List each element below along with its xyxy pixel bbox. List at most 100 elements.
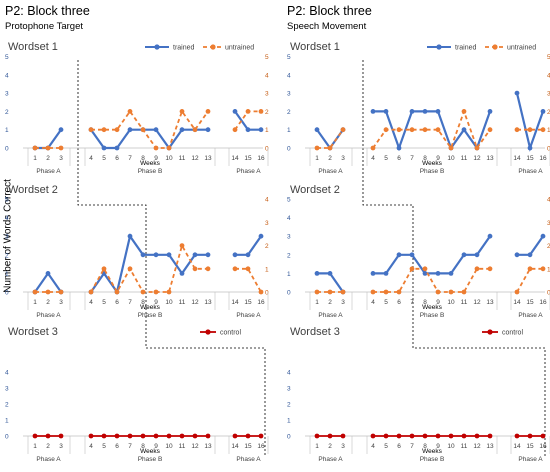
untrained-series-line [372, 108, 491, 150]
control-data-point [540, 433, 546, 439]
x-tick-label: 4 [89, 155, 93, 162]
trained-data-point [153, 127, 159, 133]
control-data-point [153, 433, 159, 439]
y-tick-right: 4 [265, 72, 269, 79]
x-tick-label: 3 [59, 443, 63, 450]
y-tick-left: 5 [287, 54, 291, 61]
untrained-series-line [373, 267, 490, 293]
y-tick-left: 2 [5, 109, 9, 116]
x-tick-label: 14 [231, 443, 239, 450]
trained-data-point [540, 233, 546, 239]
control-data-point [461, 433, 467, 439]
trained-data-point [422, 271, 428, 276]
untrained-data-point [448, 145, 454, 151]
trained-data-point [487, 233, 493, 239]
x-tick-label: 3 [341, 443, 345, 450]
control-data-point [205, 433, 211, 439]
x-tick-label: 6 [115, 443, 119, 450]
y-tick-left: 0 [5, 434, 9, 441]
wordset-title: Wordset 3 [290, 326, 340, 338]
x-tick-label: 6 [115, 155, 119, 162]
untrained-data-point [205, 109, 211, 114]
x-tick-label: 13 [486, 299, 494, 306]
y-tick-right: 1 [547, 266, 550, 273]
y-tick-right: 3 [265, 91, 269, 98]
y-tick-right: 4 [265, 197, 269, 204]
y-tick-left: 4 [287, 370, 291, 377]
trained-data-point [179, 127, 185, 133]
x-tick-label: 12 [473, 155, 481, 162]
untrained-data-point [140, 127, 146, 133]
untrained-data-point [32, 289, 38, 295]
x-tick-label: 8 [141, 155, 145, 162]
y-tick-right: 2 [265, 109, 269, 116]
x-tick-label: 5 [384, 443, 388, 450]
control-data-point [166, 433, 172, 439]
x-axis-label: Weeks [422, 160, 442, 167]
untrained-data-point [383, 289, 389, 295]
trained-series-line [317, 272, 344, 293]
control-data-point [245, 433, 251, 439]
untrained-data-point [232, 266, 238, 272]
control-data-point [435, 433, 441, 439]
x-tick-label: 11 [179, 443, 186, 450]
x-tick-label: 7 [128, 443, 132, 450]
untrained-series-line [234, 110, 261, 131]
x-tick-label: 10 [165, 155, 173, 162]
x-tick-label: 3 [59, 299, 63, 306]
untrained-data-point [527, 127, 533, 133]
x-tick-label: 7 [128, 155, 132, 162]
x-tick-label: 7 [410, 299, 414, 306]
x-tick-label: 4 [371, 155, 375, 162]
y-tick-left: 2 [287, 402, 291, 409]
y-tick-right: 2 [547, 243, 550, 250]
y-tick-right: 1 [265, 266, 269, 273]
trained-data-point [192, 252, 198, 258]
control-data-point [448, 433, 454, 439]
panel-title-right: P2: Block three [287, 4, 372, 18]
control-data-point [383, 433, 389, 439]
y-tick-right: 0 [547, 290, 550, 297]
x-tick-label: 15 [526, 155, 534, 162]
x-axis-label: Weeks [140, 160, 160, 167]
phase-label: Phase A [236, 168, 261, 175]
x-tick-label: 15 [244, 155, 252, 162]
trained-data-point [140, 252, 146, 258]
x-tick-label: 2 [46, 443, 50, 450]
x-tick-label: 7 [410, 155, 414, 162]
phase-label: Phase A [36, 312, 61, 319]
x-tick-label: 13 [204, 155, 212, 162]
x-tick-label: 8 [423, 155, 427, 162]
x-tick-label: 6 [115, 299, 119, 306]
untrained-data-point [540, 266, 546, 272]
x-tick-label: 2 [328, 155, 332, 162]
legend-control-label: control [502, 330, 523, 337]
x-tick-label: 15 [526, 443, 534, 450]
trained-series-line [90, 233, 208, 295]
y-tick-left: 2 [5, 252, 9, 259]
untrained-data-point [88, 127, 94, 133]
untrained-data-point [396, 289, 402, 295]
untrained-data-point [540, 127, 546, 133]
untrained-data-point [179, 109, 185, 114]
control-data-point [179, 433, 185, 439]
trained-data-point [205, 127, 211, 133]
x-tick-label: 11 [461, 443, 468, 450]
x-tick-label: 7 [410, 443, 414, 450]
x-tick-label: 5 [102, 443, 106, 450]
x-tick-label: 9 [436, 299, 440, 306]
y-tick-right: 5 [547, 54, 550, 61]
untrained-data-point [192, 127, 198, 133]
x-tick-label: 16 [257, 299, 265, 306]
control-data-point [422, 433, 428, 439]
trained-data-point [166, 252, 172, 258]
control-data-point [327, 433, 333, 439]
control-data-point [232, 433, 238, 439]
untrained-data-point [114, 127, 120, 133]
x-tick-label: 5 [102, 299, 106, 306]
untrained-data-point [314, 145, 320, 151]
x-tick-label: 14 [231, 299, 239, 306]
untrained-data-point [258, 289, 264, 295]
control-data-point [370, 433, 376, 439]
untrained-data-point [409, 266, 415, 272]
